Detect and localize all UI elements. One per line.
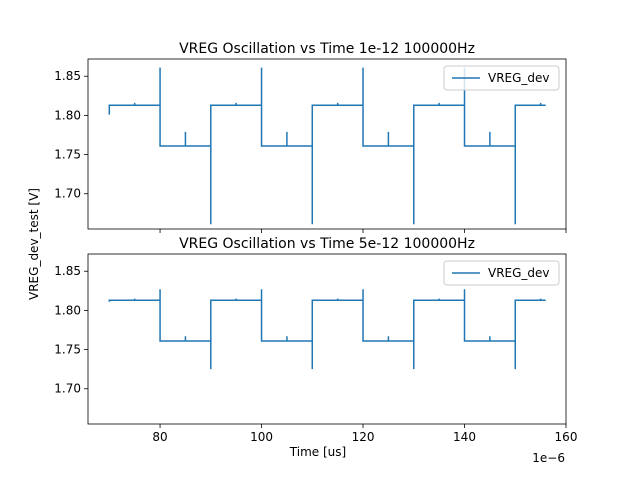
legend-box [443, 260, 560, 286]
series-line [108, 289, 546, 370]
y-tick-label: 1.75 [54, 343, 81, 357]
x-axis-offset-text: 1e−6 [532, 451, 565, 465]
y-tick-label: 1.75 [54, 148, 81, 162]
y-tick-label: 1.85 [54, 264, 81, 278]
y-tick-label: 1.70 [54, 382, 81, 396]
legend: VREG_dev [443, 65, 560, 91]
axes-frame [87, 58, 567, 230]
legend-box [443, 65, 560, 91]
subplot: VREG Oscillation vs Time 1e-12 100000Hz 1… [54, 41, 567, 233]
subplot: VREG Oscillation vs Time 5e-12 100000Hz 1… [54, 236, 577, 444]
y-tick-label: 1.80 [54, 303, 81, 317]
x-tick-label: 80 [152, 430, 167, 444]
legend-label: VREG_dev [488, 266, 550, 280]
x-tick-label: 100 [250, 430, 273, 444]
y-tick-label: 1.85 [54, 69, 81, 83]
legend: VREG_dev [443, 260, 560, 286]
shared-y-axis-label: VREG_dev_test [V] [27, 188, 41, 300]
subplots: VREG Oscillation vs Time 1e-12 100000Hz 1… [54, 41, 577, 444]
x-axis-label: Time [us] [289, 445, 346, 459]
axes-frame [87, 253, 567, 425]
legend-label: VREG_dev [488, 71, 550, 85]
chart-title: VREG Oscillation vs Time 1e-12 100000Hz [179, 41, 475, 57]
chart-title: VREG Oscillation vs Time 5e-12 100000Hz [179, 236, 475, 252]
series-line [108, 67, 546, 225]
x-tick-label: 160 [555, 430, 578, 444]
x-tick-label: 120 [352, 430, 375, 444]
y-tick-label: 1.80 [54, 108, 81, 122]
x-tick-label: 140 [453, 430, 476, 444]
y-tick-label: 1.70 [54, 187, 81, 201]
